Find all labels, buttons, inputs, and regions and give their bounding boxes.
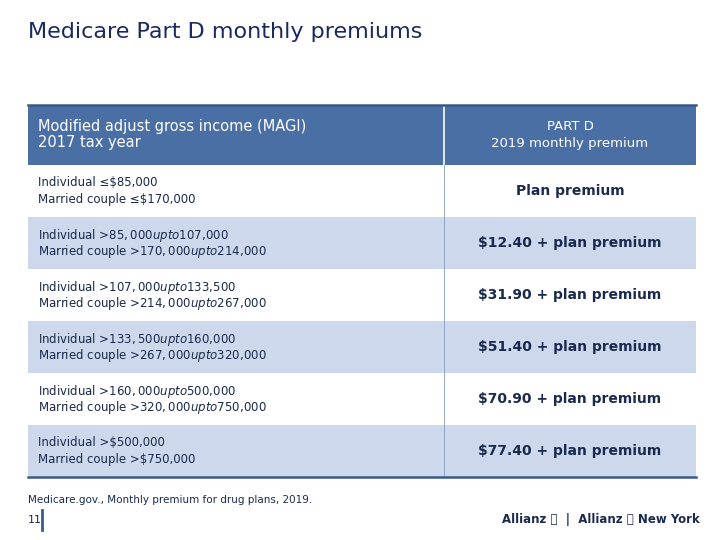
Text: 11: 11 <box>28 515 42 525</box>
Text: Individual >$160,000 up to $500,000: Individual >$160,000 up to $500,000 <box>38 382 236 400</box>
Text: Married couple >$267,000 up to $320,000: Married couple >$267,000 up to $320,000 <box>38 347 266 363</box>
Bar <box>28 217 696 269</box>
Text: Modified adjust gross income (MAGI): Modified adjust gross income (MAGI) <box>38 119 306 134</box>
Text: PART D: PART D <box>546 120 593 133</box>
Text: Individual ≤$85,000: Individual ≤$85,000 <box>38 177 158 190</box>
Bar <box>28 269 696 321</box>
Text: Individual >$500,000: Individual >$500,000 <box>38 436 165 449</box>
Text: Married couple ≤$170,000: Married couple ≤$170,000 <box>38 192 196 206</box>
Text: $70.90 + plan premium: $70.90 + plan premium <box>478 392 662 406</box>
Bar <box>28 425 696 477</box>
Text: Medicare Part D monthly premiums: Medicare Part D monthly premiums <box>28 22 423 42</box>
Text: Individual >$133,500 up to $160,000: Individual >$133,500 up to $160,000 <box>38 330 236 348</box>
Text: Individual >$85,000 up to $107,000: Individual >$85,000 up to $107,000 <box>38 226 229 244</box>
Text: $12.40 + plan premium: $12.40 + plan premium <box>478 236 662 250</box>
Text: $77.40 + plan premium: $77.40 + plan premium <box>478 444 662 458</box>
Text: Individual >$107,000 up to $133,500: Individual >$107,000 up to $133,500 <box>38 279 236 295</box>
Bar <box>28 105 696 165</box>
Bar <box>28 373 696 425</box>
Text: $51.40 + plan premium: $51.40 + plan premium <box>478 340 662 354</box>
Text: Plan premium: Plan premium <box>516 184 624 198</box>
Text: Married couple >$170,000 up to $214,000: Married couple >$170,000 up to $214,000 <box>38 242 266 260</box>
Text: Married couple >$214,000 up to $267,000: Married couple >$214,000 up to $267,000 <box>38 294 266 312</box>
Text: Married couple >$750,000: Married couple >$750,000 <box>38 453 195 465</box>
Bar <box>28 321 696 373</box>
Text: $31.90 + plan premium: $31.90 + plan premium <box>478 288 662 302</box>
Text: Allianz Ⓜ  |  Allianz Ⓜ New York: Allianz Ⓜ | Allianz Ⓜ New York <box>503 514 700 526</box>
Text: 2017 tax year: 2017 tax year <box>38 136 140 151</box>
Text: 2019 monthly premium: 2019 monthly premium <box>492 137 649 150</box>
Bar <box>28 165 696 217</box>
Text: Medicare.gov., Monthly premium for drug plans, 2019.: Medicare.gov., Monthly premium for drug … <box>28 495 312 505</box>
Text: Married couple >$320,000 up to $750,000: Married couple >$320,000 up to $750,000 <box>38 399 266 415</box>
